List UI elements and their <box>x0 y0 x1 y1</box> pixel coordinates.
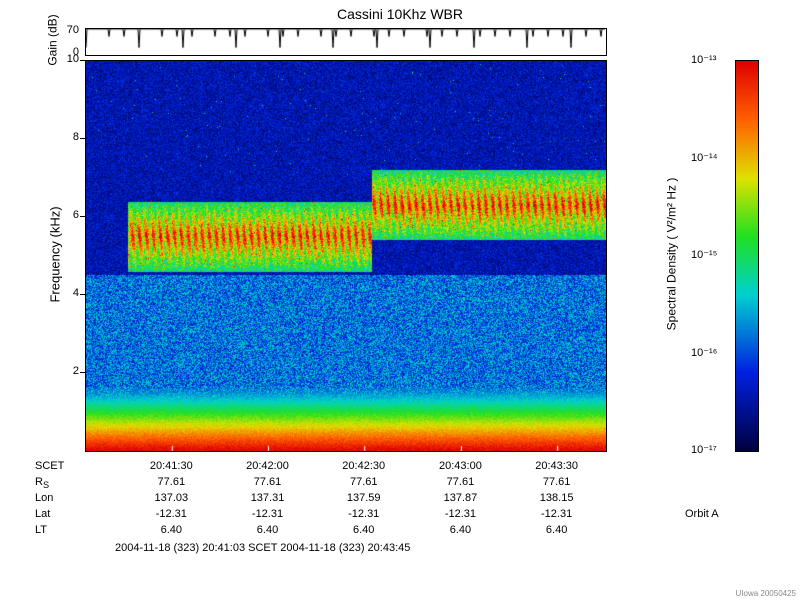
x-tick-label: 77.61 <box>517 476 597 488</box>
x-tick-label: 20:41:30 <box>131 460 211 472</box>
x-tick-label: -12.31 <box>517 508 597 520</box>
orbit-label: Orbit A <box>685 508 719 520</box>
colorbar-tick-label: 10⁻¹⁵ <box>691 248 717 261</box>
watermark: UIowa 20050425 <box>736 589 797 598</box>
x-tick-label: 6.40 <box>517 524 597 536</box>
x-tick-label: 20:42:30 <box>324 460 404 472</box>
x-tick-label: 137.59 <box>324 492 404 504</box>
x-tick-label: 138.15 <box>517 492 597 504</box>
footer-line: 2004-11-18 (323) 20:41:03 SCET 2004-11-1… <box>115 542 410 554</box>
x-tick-label: -12.31 <box>131 508 211 520</box>
x-tick-label: 20:43:00 <box>420 460 500 472</box>
x-tick-label: 77.61 <box>228 476 308 488</box>
x-row-header: SCET <box>35 460 64 472</box>
y-tick-mark <box>80 294 85 295</box>
x-tick-label: 77.61 <box>420 476 500 488</box>
colorbar-tick-label: 10⁻¹⁴ <box>691 151 717 164</box>
colorbar-tick-label: 10⁻¹³ <box>691 53 716 66</box>
y-tick-label: 8 <box>49 131 79 143</box>
x-tick-label: 20:42:00 <box>228 460 308 472</box>
y-tick-mark <box>80 372 85 373</box>
y-tick-label: 10 <box>49 53 79 65</box>
chart-title: Cassini 10Khz WBR <box>0 6 800 22</box>
x-tick-label: 137.31 <box>228 492 308 504</box>
x-tick-label: 77.61 <box>324 476 404 488</box>
y-tick-label: 2 <box>49 365 79 377</box>
x-tick-label: 6.40 <box>131 524 211 536</box>
colorbar-tick-label: 10⁻¹⁶ <box>691 346 717 359</box>
colorbar <box>735 60 759 452</box>
colorbar-canvas <box>736 61 758 451</box>
x-tick-label: 20:43:30 <box>517 460 597 472</box>
colorbar-tick-label: 10⁻¹⁷ <box>691 443 717 456</box>
x-tick-label: 6.40 <box>228 524 308 536</box>
x-row-header: RS <box>35 476 49 490</box>
spectrogram-panel <box>85 60 607 452</box>
y-tick-mark <box>80 60 85 61</box>
x-tick-label: -12.31 <box>420 508 500 520</box>
gain-panel <box>85 28 607 56</box>
spectrogram-canvas <box>86 61 606 451</box>
x-tick-label: 6.40 <box>420 524 500 536</box>
x-tick-label: -12.31 <box>324 508 404 520</box>
gain-tick-label: 70 <box>57 24 79 36</box>
gain-canvas <box>86 29 606 55</box>
x-row-header: Lat <box>35 508 50 520</box>
colorbar-label: Spectral Density ( V²/m² Hz ) <box>664 178 678 331</box>
x-tick-label: 137.87 <box>420 492 500 504</box>
y-tick-mark <box>80 138 85 139</box>
x-tick-label: 6.40 <box>324 524 404 536</box>
x-tick-label: -12.31 <box>228 508 308 520</box>
y-tick-label: 4 <box>49 287 79 299</box>
x-tick-label: 137.03 <box>131 492 211 504</box>
x-row-header: Lon <box>35 492 53 504</box>
y-tick-mark <box>80 216 85 217</box>
y-tick-label: 6 <box>49 209 79 221</box>
x-tick-label: 77.61 <box>131 476 211 488</box>
x-row-header: LT <box>35 524 47 536</box>
